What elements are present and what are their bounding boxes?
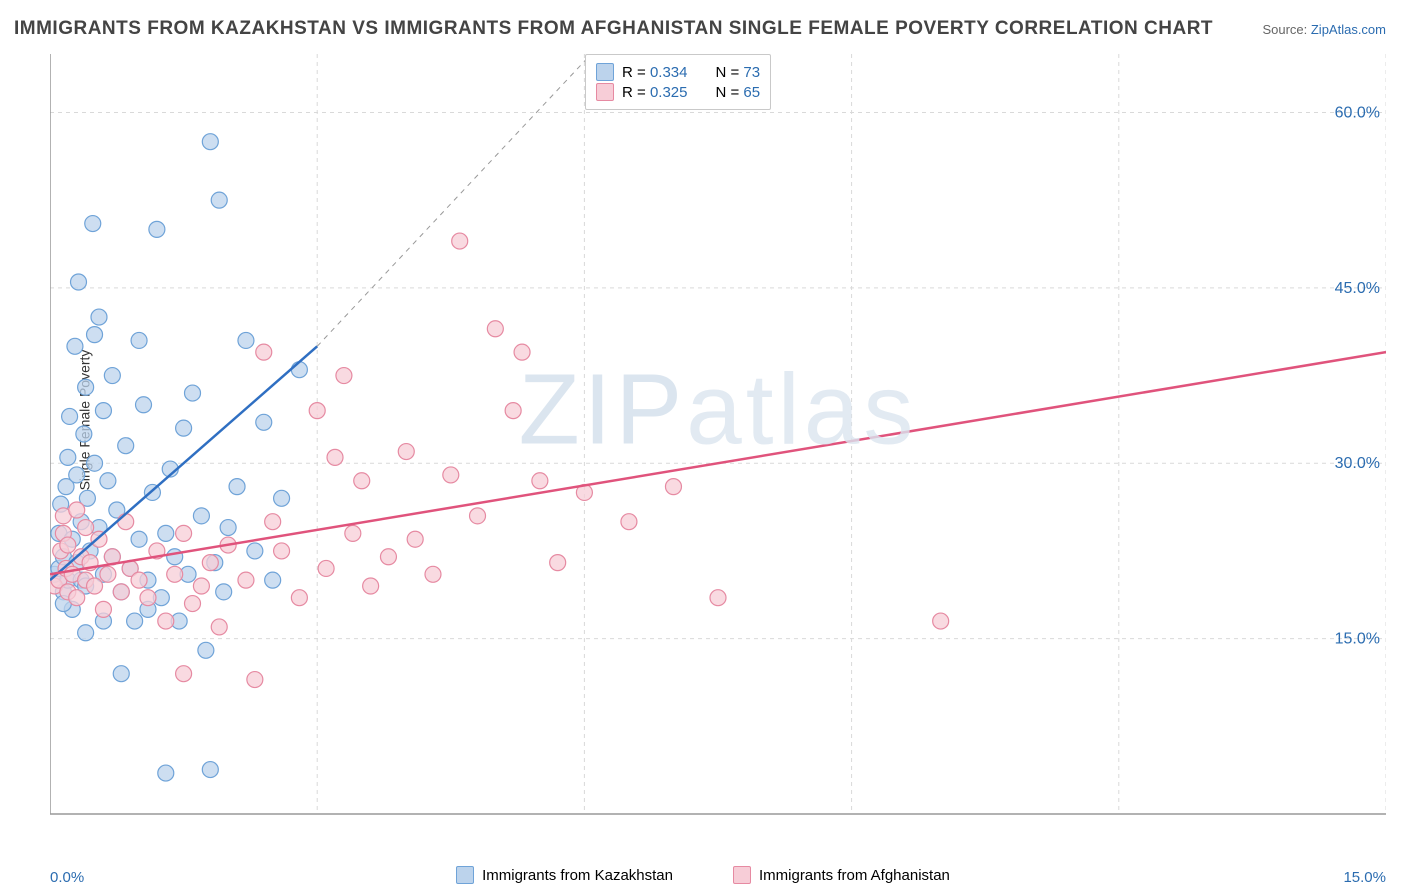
svg-text:15.0%: 15.0% xyxy=(1335,631,1380,648)
legend-r: R = 0.334 xyxy=(622,64,687,81)
svg-text:60.0%: 60.0% xyxy=(1335,104,1380,121)
correlation-legend: R = 0.334 N = 73 R = 0.325 N = 65 xyxy=(585,54,771,110)
source-link[interactable]: ZipAtlas.com xyxy=(1311,22,1386,37)
svg-text:30.0%: 30.0% xyxy=(1335,455,1380,472)
series-legend-label: Immigrants from Kazakhstan xyxy=(482,867,673,884)
legend-swatch xyxy=(596,63,614,81)
series-legend-label: Immigrants from Afghanistan xyxy=(759,867,950,884)
legend-row: R = 0.334 N = 73 xyxy=(596,63,760,81)
series-legend-item: Immigrants from Kazakhstan xyxy=(456,866,673,884)
legend-swatch xyxy=(733,866,751,884)
source-attribution: Source: ZipAtlas.com xyxy=(1262,22,1386,37)
chart-title: IMMIGRANTS FROM KAZAKHSTAN VS IMMIGRANTS… xyxy=(14,18,1213,40)
plot-area: ZIPatlas 15.0%30.0%45.0%60.0% R = 0.334 … xyxy=(50,54,1386,844)
svg-text:45.0%: 45.0% xyxy=(1335,280,1380,297)
chart-container: IMMIGRANTS FROM KAZAKHSTAN VS IMMIGRANTS… xyxy=(0,0,1406,892)
scatter-chart-svg: 15.0% 30.0% 45.0% 60.0% xyxy=(50,54,1386,844)
legend-swatch xyxy=(596,83,614,101)
legend-n: N = 73 xyxy=(715,64,760,81)
series-legend-item: Immigrants from Afghanistan xyxy=(733,866,950,884)
legend-r: R = 0.325 xyxy=(622,84,687,101)
source-prefix: Source: xyxy=(1262,22,1310,37)
series-legend: Immigrants from Kazakhstan Immigrants fro… xyxy=(0,866,1406,884)
legend-swatch xyxy=(456,866,474,884)
legend-n: N = 65 xyxy=(715,84,760,101)
legend-row: R = 0.325 N = 65 xyxy=(596,83,760,101)
